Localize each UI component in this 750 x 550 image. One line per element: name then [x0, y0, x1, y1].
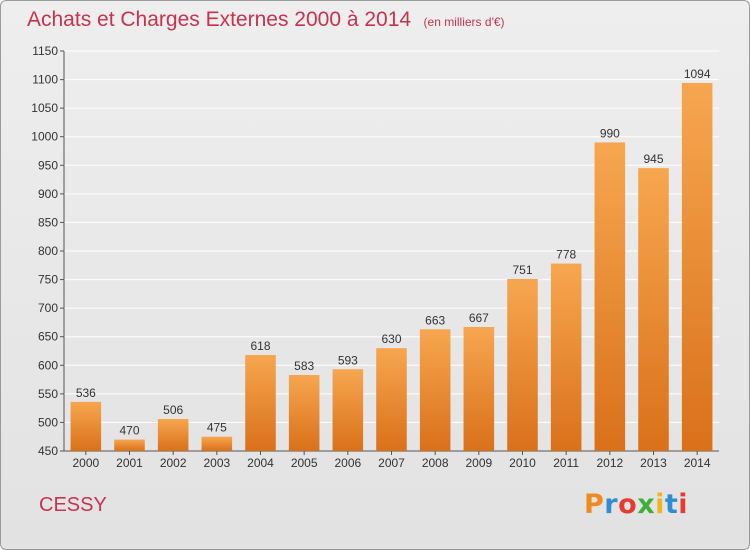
bar: [245, 355, 276, 451]
bar: [550, 263, 582, 451]
chart-title: Achats et Charges Externes 2000 à 2014: [27, 8, 412, 31]
bar: [419, 329, 451, 451]
x-tick-label: 2005: [291, 456, 318, 470]
bar: [594, 142, 626, 451]
y-tick-label: 650: [38, 330, 58, 344]
bar: [70, 401, 102, 451]
data-label: 667: [469, 311, 489, 325]
x-tick-label: 2002: [160, 456, 187, 470]
data-label: 536: [76, 386, 96, 400]
x-tick-label: 2013: [640, 456, 667, 470]
logo-letter: o: [618, 489, 638, 520]
data-label: 618: [250, 339, 270, 353]
x-tick-label: 2000: [72, 456, 99, 470]
data-label: 663: [425, 313, 445, 327]
chart-unit: (en milliers d'€): [423, 15, 505, 29]
y-tick-label: 1000: [31, 130, 58, 144]
x-tick-label: 2010: [509, 456, 536, 470]
x-tick-label: 2014: [684, 456, 711, 470]
y-tick-label: 1150: [32, 44, 58, 58]
data-label: 593: [338, 353, 358, 367]
logo-letter: i: [678, 489, 689, 520]
title-row: Achats et Charges Externes 2000 à 2014 (…: [27, 8, 505, 32]
y-tick-label: 500: [38, 415, 58, 429]
y-tick-label: 750: [38, 273, 58, 287]
y-tick-label: 450: [38, 444, 58, 458]
proxiti-logo[interactable]: Proxiti: [584, 489, 688, 520]
data-label: 630: [381, 332, 401, 346]
y-tick-label: 850: [38, 215, 58, 229]
bar: [332, 369, 364, 451]
logo-letter: r: [604, 489, 619, 520]
bar: [507, 279, 538, 451]
logo-letter: t: [664, 489, 679, 520]
y-tick-label: 950: [38, 158, 58, 172]
bar: [638, 168, 669, 451]
logo-letter: P: [584, 489, 605, 520]
data-label: 583: [294, 359, 314, 373]
bar: [376, 348, 407, 451]
commune-name: CESSY: [39, 494, 107, 516]
bar: [463, 327, 495, 451]
x-tick-label: 2001: [116, 456, 143, 470]
bar: [288, 375, 320, 451]
y-tick-label: 1100: [32, 73, 58, 87]
y-tick-label: 1050: [31, 101, 58, 115]
data-label: 778: [556, 248, 576, 262]
logo-letter: i: [655, 489, 665, 520]
y-tick-label: 900: [38, 187, 58, 201]
y-tick-label: 600: [38, 358, 58, 372]
data-label: 990: [600, 126, 620, 140]
bar: [201, 436, 233, 451]
bar: [114, 439, 145, 451]
data-label: 506: [163, 403, 183, 417]
y-tick-label: 550: [38, 387, 58, 401]
x-tick-label: 2012: [596, 456, 623, 470]
data-label: 751: [512, 263, 532, 277]
data-label: 1094: [684, 67, 711, 81]
x-tick-label: 2007: [378, 456, 405, 470]
x-tick-label: 2003: [203, 456, 230, 470]
logo-letter: x: [637, 489, 656, 520]
y-tick-label: 800: [38, 244, 58, 258]
x-tick-label: 2006: [334, 456, 361, 470]
x-tick-label: 2009: [465, 456, 492, 470]
data-label: 470: [119, 424, 139, 438]
bar: [681, 83, 713, 451]
data-label: 945: [643, 152, 663, 166]
x-tick-label: 2004: [247, 456, 274, 470]
x-tick-label: 2008: [422, 456, 449, 470]
y-tick-label: 700: [38, 301, 58, 315]
bar: [157, 419, 189, 451]
data-label: 475: [207, 421, 227, 435]
x-tick-label: 2011: [553, 456, 579, 470]
